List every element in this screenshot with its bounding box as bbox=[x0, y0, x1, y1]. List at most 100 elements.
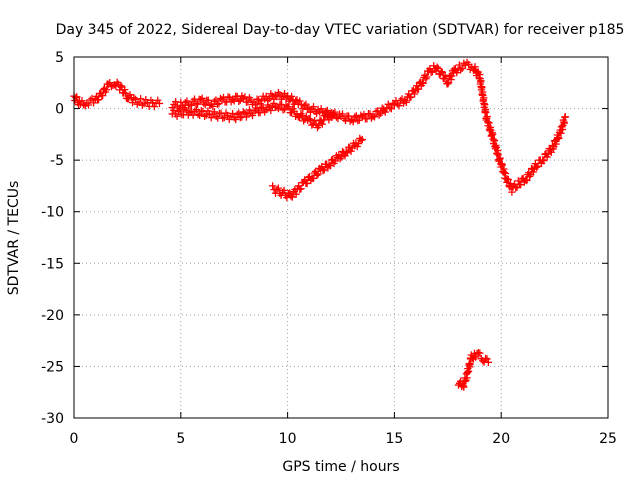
series-1 bbox=[70, 78, 164, 111]
data-point bbox=[228, 109, 237, 118]
data-point bbox=[296, 185, 304, 194]
data-point bbox=[140, 100, 148, 108]
x-tick-label: 25 bbox=[599, 431, 617, 447]
data-point bbox=[560, 119, 568, 127]
data-point bbox=[293, 96, 301, 104]
data-point bbox=[466, 360, 474, 368]
data-point bbox=[253, 104, 261, 113]
data-point bbox=[349, 118, 357, 126]
data-point bbox=[326, 113, 334, 121]
x-tick-label: 0 bbox=[70, 431, 79, 447]
data-point bbox=[496, 154, 504, 162]
axis-ticks bbox=[73, 56, 609, 419]
data-point bbox=[343, 149, 352, 157]
data-point bbox=[320, 166, 328, 174]
data-point bbox=[485, 119, 493, 127]
data-point bbox=[458, 64, 466, 72]
data-point bbox=[478, 84, 486, 92]
data-point bbox=[433, 63, 441, 71]
data-point bbox=[106, 78, 114, 87]
data-point bbox=[148, 98, 157, 107]
data-point bbox=[517, 181, 525, 189]
data-point bbox=[215, 99, 223, 108]
x-axis-label: GPS time / hours bbox=[282, 459, 399, 475]
data-point bbox=[187, 101, 196, 110]
data-point bbox=[192, 105, 201, 114]
y-tick-label: -5 bbox=[50, 153, 64, 169]
data-point bbox=[189, 111, 197, 119]
y-tick-label: -20 bbox=[41, 308, 64, 324]
data-point bbox=[490, 136, 499, 145]
data-point bbox=[126, 91, 134, 99]
data-point bbox=[256, 109, 264, 117]
data-point bbox=[286, 189, 294, 197]
data-point bbox=[309, 103, 318, 111]
data-point bbox=[498, 161, 506, 169]
series-3 bbox=[168, 99, 339, 132]
data-point bbox=[314, 170, 322, 178]
data-point bbox=[484, 358, 493, 366]
data-point bbox=[204, 96, 212, 104]
data-point bbox=[270, 99, 278, 108]
data-point bbox=[430, 62, 438, 70]
data-point bbox=[353, 142, 361, 151]
data-point bbox=[292, 190, 300, 198]
data-point bbox=[287, 109, 296, 117]
x-tick-label: 10 bbox=[279, 431, 297, 447]
data-point bbox=[381, 108, 389, 116]
x-tick-label: 15 bbox=[385, 431, 403, 447]
data-point bbox=[297, 185, 305, 193]
data-point bbox=[514, 177, 522, 185]
data-point bbox=[330, 111, 339, 119]
data-point bbox=[303, 179, 311, 188]
data-point bbox=[477, 77, 485, 85]
data-point bbox=[419, 79, 427, 87]
data-point bbox=[370, 113, 379, 121]
data-point bbox=[212, 96, 220, 104]
data-point bbox=[274, 184, 282, 192]
data-point bbox=[290, 107, 298, 116]
data-point bbox=[337, 153, 345, 161]
y-tick-label: -30 bbox=[41, 411, 64, 427]
data-point bbox=[504, 175, 512, 184]
data-point bbox=[121, 89, 130, 97]
data-point bbox=[529, 168, 538, 176]
data-point bbox=[532, 163, 541, 171]
data-point bbox=[407, 93, 415, 101]
data-point bbox=[534, 162, 542, 170]
data-point bbox=[155, 99, 164, 108]
data-point bbox=[455, 61, 463, 69]
data-point bbox=[344, 112, 353, 120]
data-point bbox=[410, 90, 419, 98]
data-point bbox=[423, 73, 431, 81]
data-point bbox=[287, 92, 296, 100]
data-point bbox=[323, 112, 332, 120]
data-point bbox=[471, 63, 479, 71]
data-point bbox=[173, 112, 181, 120]
data-point bbox=[235, 109, 243, 117]
data-point bbox=[437, 67, 446, 76]
series-5 bbox=[380, 58, 569, 196]
data-point bbox=[196, 111, 204, 119]
data-point bbox=[78, 97, 86, 105]
data-point bbox=[254, 96, 263, 104]
data-point bbox=[414, 85, 423, 93]
data-point bbox=[552, 140, 560, 148]
data-point bbox=[402, 98, 410, 106]
y-tick-label: -15 bbox=[41, 256, 64, 272]
data-point bbox=[244, 110, 252, 118]
data-point bbox=[309, 174, 317, 183]
data-point bbox=[287, 192, 295, 200]
series-6 bbox=[454, 349, 493, 391]
x-tick-label: 20 bbox=[492, 431, 510, 447]
data-point bbox=[460, 383, 468, 391]
data-point bbox=[183, 97, 191, 105]
data-point bbox=[121, 85, 129, 94]
data-point bbox=[441, 71, 449, 79]
data-point bbox=[325, 161, 333, 169]
data-point bbox=[319, 166, 327, 175]
y-tick-label: 0 bbox=[55, 102, 64, 118]
data-point bbox=[540, 156, 548, 165]
data-point bbox=[508, 188, 516, 196]
